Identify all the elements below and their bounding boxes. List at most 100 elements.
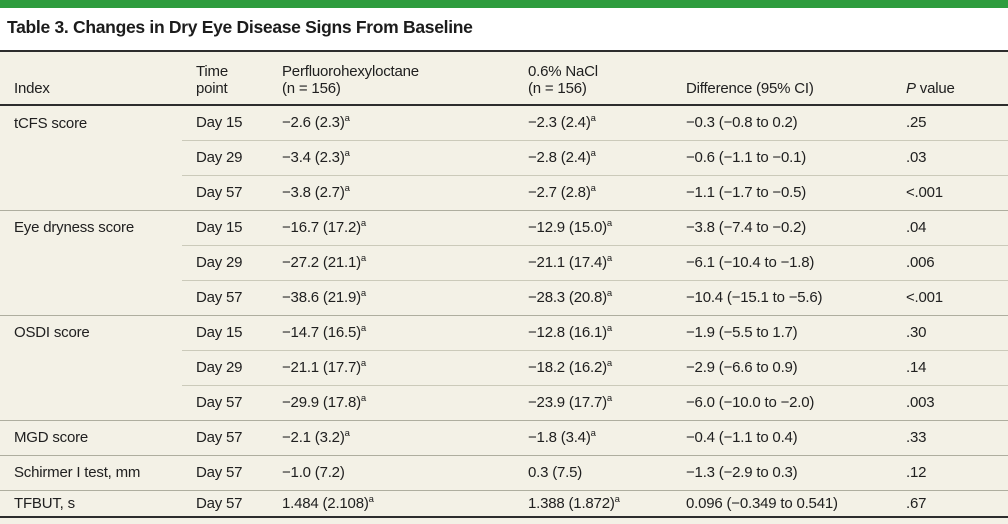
cell-p-value: .30 bbox=[892, 314, 1008, 350]
cell-index: MGD score bbox=[0, 419, 182, 455]
cell-index bbox=[0, 245, 182, 280]
cell-index bbox=[0, 350, 182, 385]
col-header-perfluorohexyloctane: Perfluorohexyloctane (n = 156) bbox=[268, 50, 514, 106]
header-row: Index Time point Perfluorohexyloctane (n… bbox=[0, 50, 1008, 106]
table-row: tCFS score Day 15 −2.6 (2.3)a −2.3 (2.4)a −0… bbox=[0, 104, 1008, 140]
footnote-marker: a bbox=[606, 218, 613, 229]
cell-difference: −1.3 (−2.9 to 0.3) bbox=[672, 454, 892, 490]
col-header-p-value: P value bbox=[892, 50, 1008, 106]
cell-perfluorohexyloctane: 1.484 (2.108)a bbox=[268, 489, 514, 518]
cell-perfluorohexyloctane: −27.2 (21.1)a bbox=[268, 244, 514, 280]
results-table: Index Time point Perfluorohexyloctane (n… bbox=[0, 50, 1008, 518]
table-row: Day 29 −3.4 (2.3)a −2.8 (2.4)a −0.6 (−1.1 t… bbox=[0, 139, 1008, 175]
cell-time-point: Day 29 bbox=[182, 244, 268, 280]
cell-perfluorohexyloctane: −3.4 (2.3)a bbox=[268, 139, 514, 175]
cell-p-value: .04 bbox=[892, 209, 1008, 245]
footnote-marker: a bbox=[590, 428, 596, 439]
col-header-difference: Difference (95% CI) bbox=[672, 50, 892, 106]
cell-time-point: Day 15 bbox=[182, 209, 268, 245]
cell-difference: −2.9 (−6.6 to 0.9) bbox=[672, 349, 892, 385]
cell-index bbox=[0, 385, 182, 420]
cell-nacl: −2.8 (2.4)a bbox=[514, 139, 672, 175]
col-header-time-line2: point bbox=[196, 80, 228, 97]
cell-nacl: −2.3 (2.4)a bbox=[514, 104, 672, 140]
cell-p-value: .33 bbox=[892, 419, 1008, 455]
cell-p-value: .67 bbox=[892, 489, 1008, 518]
cell-difference: −6.1 (−10.4 to −1.8) bbox=[672, 244, 892, 280]
cell-perfluorohexyloctane: −38.6 (21.9)a bbox=[268, 279, 514, 315]
table-header: Index Time point Perfluorohexyloctane (n… bbox=[0, 50, 1008, 106]
footnote-marker: a bbox=[360, 358, 367, 369]
cell-difference: −0.6 (−1.1 to −0.1) bbox=[672, 139, 892, 175]
cell-p-value: <.001 bbox=[892, 279, 1008, 315]
cell-index: OSDI score bbox=[0, 314, 182, 350]
col-header-pfho-line1: Perfluorohexyloctane bbox=[282, 63, 419, 80]
cell-nacl: −28.3 (20.8)a bbox=[514, 279, 672, 315]
footnote-marker: a bbox=[360, 288, 367, 299]
footnote-marker: a bbox=[360, 393, 367, 404]
cell-p-value: .003 bbox=[892, 384, 1008, 420]
footnote-marker: a bbox=[606, 393, 613, 404]
cell-perfluorohexyloctane: −29.9 (17.8)a bbox=[268, 384, 514, 420]
col-header-difference-label: Difference (95% CI) bbox=[686, 80, 814, 97]
cell-nacl: −1.8 (3.4)a bbox=[514, 419, 672, 455]
col-header-time-line1: Time bbox=[196, 63, 228, 80]
cell-perfluorohexyloctane: −2.1 (3.2)a bbox=[268, 419, 514, 455]
cell-p-value: .14 bbox=[892, 349, 1008, 385]
cell-nacl: −12.8 (16.1)a bbox=[514, 314, 672, 350]
table-row: Day 29 −21.1 (17.7)a −18.2 (16.2)a −2.9 (−6… bbox=[0, 349, 1008, 385]
cell-time-point: Day 29 bbox=[182, 139, 268, 175]
footnote-marker: a bbox=[590, 148, 596, 159]
footnote-marker: a bbox=[344, 113, 350, 125]
cell-index: tCFS score bbox=[0, 104, 182, 140]
footnote-marker: a bbox=[344, 428, 350, 439]
footnote-marker: a bbox=[590, 183, 596, 194]
cell-time-point: Day 57 bbox=[182, 419, 268, 455]
table-row: Schirmer I test, mm Day 57 −1.0 (7.2) 0.3 (… bbox=[0, 454, 1008, 490]
cell-time-point: Day 29 bbox=[182, 349, 268, 385]
footnote-marker: a bbox=[606, 358, 613, 369]
cell-perfluorohexyloctane: −16.7 (17.2)a bbox=[268, 209, 514, 245]
col-header-pfho-line2: (n = 156) bbox=[282, 80, 341, 97]
cell-p-value: .12 bbox=[892, 454, 1008, 490]
cell-time-point: Day 57 bbox=[182, 384, 268, 420]
table-body: tCFS score Day 15 −2.6 (2.3)a −2.3 (2.4)a −0… bbox=[0, 104, 1008, 518]
table-row: Eye dryness score Day 15 −16.7 (17.2)a −12.… bbox=[0, 209, 1008, 245]
footnote-marker: a bbox=[360, 323, 367, 334]
col-header-nacl-line1: 0.6% NaCl bbox=[528, 63, 598, 80]
footnote-marker: a bbox=[614, 493, 620, 505]
cell-nacl: −12.9 (15.0)a bbox=[514, 209, 672, 245]
cell-index bbox=[0, 280, 182, 315]
cell-time-point: Day 15 bbox=[182, 104, 268, 140]
cell-difference: −1.9 (−5.5 to 1.7) bbox=[672, 314, 892, 350]
cell-p-value: .03 bbox=[892, 139, 1008, 175]
cell-perfluorohexyloctane: −3.8 (2.7)a bbox=[268, 174, 514, 210]
col-header-time-point: Time point bbox=[182, 50, 268, 106]
footnote-marker: a bbox=[344, 148, 350, 159]
cell-perfluorohexyloctane: −21.1 (17.7)a bbox=[268, 349, 514, 385]
footnote-marker: a bbox=[606, 288, 613, 299]
footer-strip bbox=[0, 518, 1008, 524]
cell-p-value: .006 bbox=[892, 244, 1008, 280]
table-title: Table 3. Changes in Dry Eye Disease Sign… bbox=[7, 17, 473, 37]
accent-bar bbox=[0, 0, 1008, 8]
footnote-marker: a bbox=[360, 218, 367, 229]
cell-perfluorohexyloctane: −14.7 (16.5)a bbox=[268, 314, 514, 350]
footnote-marker: a bbox=[606, 253, 613, 264]
cell-index: Schirmer I test, mm bbox=[0, 454, 182, 490]
cell-index bbox=[0, 175, 182, 210]
col-header-p-italic: P bbox=[906, 80, 916, 97]
cell-index: Eye dryness score bbox=[0, 209, 182, 245]
footnote-marker: a bbox=[606, 323, 613, 334]
cell-nacl: 1.388 (1.872)a bbox=[514, 489, 672, 518]
cell-nacl: −21.1 (17.4)a bbox=[514, 244, 672, 280]
cell-difference: −10.4 (−15.1 to −5.6) bbox=[672, 279, 892, 315]
table-row: TFBUT, s Day 57 1.484 (2.108)a 1.388 (1.872… bbox=[0, 489, 1008, 518]
cell-difference: −0.3 (−0.8 to 0.2) bbox=[672, 104, 892, 140]
cell-nacl: −2.7 (2.8)a bbox=[514, 174, 672, 210]
cell-difference: −6.0 (−10.0 to −2.0) bbox=[672, 384, 892, 420]
col-header-index-label: Index bbox=[14, 80, 50, 97]
cell-time-point: Day 57 bbox=[182, 489, 268, 518]
table-row: Day 57 −38.6 (21.9)a −28.3 (20.8)a −10.4 (−… bbox=[0, 279, 1008, 315]
